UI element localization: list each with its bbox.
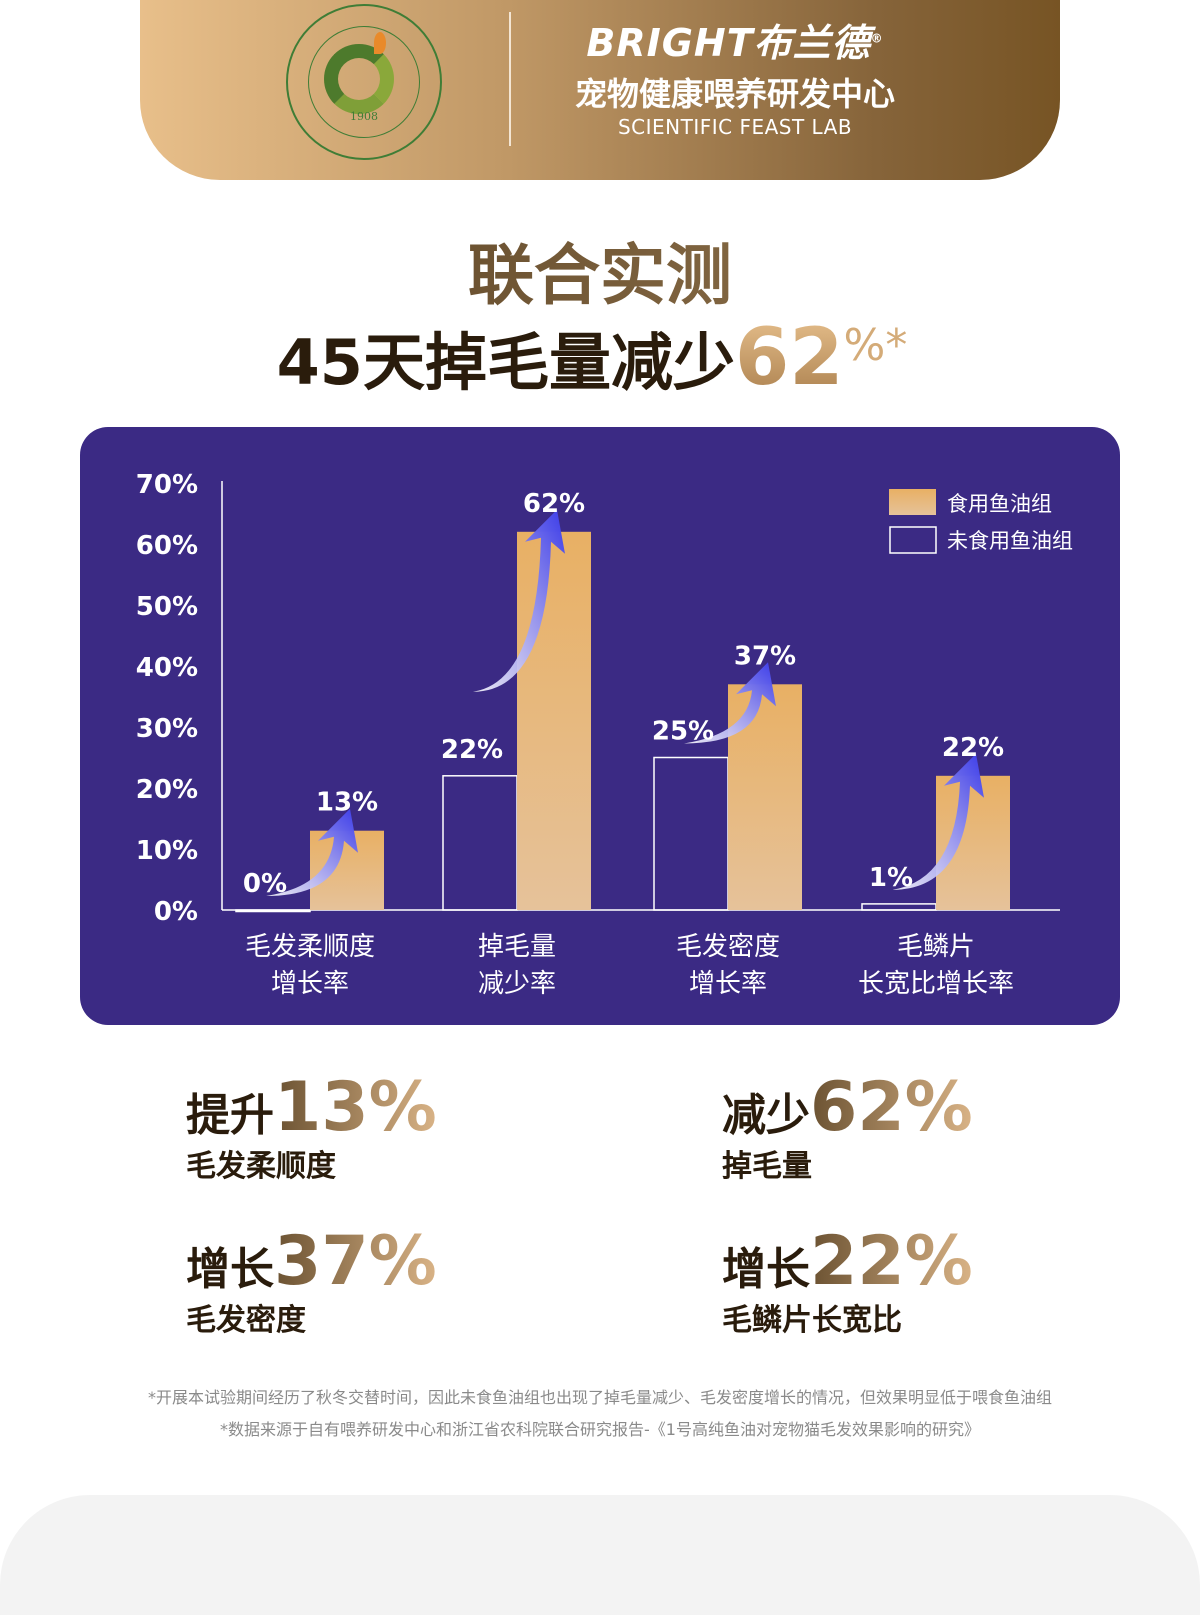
title-line2: 45天掉毛量减少62%*	[0, 312, 1192, 403]
x-tick-label: 掉毛量	[478, 932, 556, 962]
stat-number: 13%	[274, 1068, 437, 1147]
bar-no-fish-oil	[235, 909, 311, 913]
legend-swatch-fish-oil	[889, 489, 936, 515]
data-label-fish-oil: 37%	[734, 641, 796, 671]
data-label-fish-oil: 22%	[942, 733, 1004, 763]
data-label-fish-oil: 13%	[316, 788, 378, 818]
x-tick-label: 长宽比增长率	[858, 969, 1014, 999]
header-banner: 1908 BRIGHT布兰德® 宠物健康喂养研发中心 SCIENTIFIC FE…	[140, 0, 1060, 180]
y-tick-label: 70%	[136, 470, 198, 500]
y-tick-label: 0%	[154, 897, 198, 927]
y-tick-label: 60%	[136, 531, 198, 561]
data-label-fish-oil: 62%	[523, 489, 585, 519]
y-tick-label: 30%	[136, 714, 198, 744]
stat-verb: 增长	[186, 1244, 274, 1295]
x-tick-label: 毛鳞片	[897, 932, 975, 962]
stat-shedding: 减少62% 掉毛量	[722, 1068, 973, 1185]
seal-year: 1908	[350, 110, 378, 123]
academy-seal-logo: 1908	[286, 4, 442, 160]
x-tick-label: 毛发密度	[676, 932, 780, 962]
brand-block: BRIGHT布兰德® 宠物健康喂养研发中心 SCIENTIFIC FEAST L…	[540, 12, 930, 139]
stat-label: 掉毛量	[722, 1149, 812, 1184]
divider	[509, 12, 511, 146]
x-tick-label: 增长率	[689, 969, 767, 999]
lab-name-en: SCIENTIFIC FEAST LAB	[617, 115, 853, 139]
y-tick-label: 40%	[136, 653, 198, 683]
stat-number: 62%	[810, 1068, 973, 1147]
next-section-card	[0, 1495, 1200, 1615]
x-tick-label: 增长率	[271, 969, 349, 999]
bar-fish-oil	[517, 531, 591, 910]
legend-label-fish-oil: 食用鱼油组	[947, 492, 1052, 516]
stat-number: 37%	[274, 1222, 437, 1301]
bar-no-fish-oil	[442, 775, 518, 911]
registered-mark: ®	[870, 31, 884, 46]
data-label-no-fish-oil: 22%	[441, 735, 503, 765]
title-line1: 联合实测	[0, 222, 1200, 318]
stat-number: 22%	[810, 1222, 973, 1301]
growth-arrow-icon	[892, 753, 984, 890]
bar-fish-oil	[936, 775, 1010, 910]
stat-label: 毛鳞片长宽比	[722, 1303, 902, 1338]
brand-logo: BRIGHT布兰德	[586, 21, 871, 65]
y-tick-label: 20%	[136, 775, 198, 805]
y-tick-label: 10%	[136, 836, 198, 866]
bar-no-fish-oil	[861, 903, 937, 911]
title-number: 62	[734, 313, 844, 403]
growth-arrow-icon	[473, 509, 565, 692]
growth-arrow-icon	[684, 662, 776, 744]
stat-label: 毛发密度	[186, 1303, 306, 1338]
stat-density: 增长37% 毛发密度	[186, 1222, 437, 1339]
chart-panel: 0% 10% 20% 30% 40% 50% 60% 70% 毛发柔顺度增长率 0% 13% 掉毛量减…	[80, 427, 1120, 1025]
stat-scale-ratio: 增长22% 毛鳞片长宽比	[722, 1222, 973, 1339]
title-percent: %	[843, 320, 886, 371]
data-label-no-fish-oil: 1%	[869, 863, 913, 893]
stat-softness: 提升13% 毛发柔顺度	[186, 1068, 437, 1185]
data-label-no-fish-oil: 25%	[652, 717, 714, 747]
stat-verb: 增长	[722, 1244, 810, 1295]
footnote-2: *数据来源于自有喂养研发中心和浙江省农科院联合研究报告-《1号高纯鱼油对宠物猫毛…	[220, 1420, 980, 1439]
footnote-1: *开展本试验期间经历了秋冬交替时间，因此未食鱼油组也出现了掉毛量减少、毛发密度增…	[147, 1388, 1052, 1407]
stat-label: 毛发柔顺度	[186, 1149, 336, 1184]
bar-fish-oil	[728, 684, 802, 910]
legend-swatch-no-fish-oil	[889, 526, 937, 554]
lab-name-cn: 宠物健康喂养研发中心	[574, 75, 895, 113]
data-label-no-fish-oil: 0%	[243, 869, 287, 899]
growth-arrow-icon	[266, 808, 358, 896]
stat-verb: 减少	[722, 1090, 810, 1141]
title-star: *	[885, 320, 908, 371]
legend-label-no-fish-oil: 未食用鱼油组	[947, 529, 1073, 553]
stat-verb: 提升	[186, 1090, 274, 1141]
x-tick-label: 毛发柔顺度	[245, 932, 375, 962]
y-tick-label: 50%	[136, 592, 198, 622]
x-tick-label: 减少率	[478, 969, 556, 999]
bar-no-fish-oil	[653, 756, 729, 911]
title-prefix: 45天掉毛量减少	[276, 326, 735, 399]
